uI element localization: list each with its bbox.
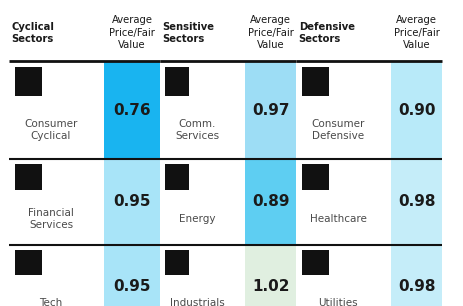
Bar [391,61,442,159]
Bar [165,250,189,274]
Bar [160,61,245,159]
Bar [391,159,442,245]
Bar [104,159,160,245]
Text: Consumer
Defensive: Consumer Defensive [312,119,365,140]
Text: Consumer
Cyclical: Consumer Cyclical [25,119,78,140]
Text: 0.95: 0.95 [113,278,150,294]
Bar [302,250,329,274]
Bar [302,67,329,96]
Text: Energy: Energy [179,214,216,224]
Text: Healthcare: Healthcare [310,214,367,224]
Text: 0.98: 0.98 [398,278,435,294]
Text: 0.98: 0.98 [398,194,435,210]
Text: Financial
Services: Financial Services [28,208,74,230]
Text: Defensive
Sectors: Defensive Sectors [299,22,355,44]
Bar [296,245,391,306]
Bar [15,250,42,274]
Bar [15,67,42,96]
Bar [104,61,160,159]
Bar [0,5,463,61]
Text: 0.97: 0.97 [252,103,289,118]
Bar [160,159,245,245]
Text: 0.90: 0.90 [398,103,435,118]
Bar [302,164,329,190]
Bar [391,245,442,306]
Bar [9,159,104,245]
Bar [165,164,189,190]
Text: 0.76: 0.76 [113,103,151,118]
Bar [15,164,42,190]
Text: 0.89: 0.89 [252,194,289,210]
Text: Average
Price/Fair
Value: Average Price/Fair Value [109,16,155,50]
Text: Cyclical
Sectors: Cyclical Sectors [12,22,55,44]
Bar [160,245,245,306]
Bar [9,245,104,306]
Bar [165,67,189,96]
Text: Utilities: Utilities [318,298,358,306]
Text: Industrials: Industrials [170,298,225,306]
Bar [104,245,160,306]
Bar [296,61,391,159]
Text: Tech: Tech [39,298,63,306]
Text: Average
Price/Fair
Value: Average Price/Fair Value [248,16,294,50]
Text: Average
Price/Fair
Value: Average Price/Fair Value [394,16,440,50]
Bar [9,61,104,159]
Bar [296,159,391,245]
Bar [245,159,296,245]
Text: Comm.
Services: Comm. Services [175,119,219,140]
Text: 1.02: 1.02 [252,278,289,294]
Bar [245,245,296,306]
Bar [245,61,296,159]
Text: Sensitive
Sectors: Sensitive Sectors [162,22,214,44]
Text: 0.95: 0.95 [113,194,150,210]
